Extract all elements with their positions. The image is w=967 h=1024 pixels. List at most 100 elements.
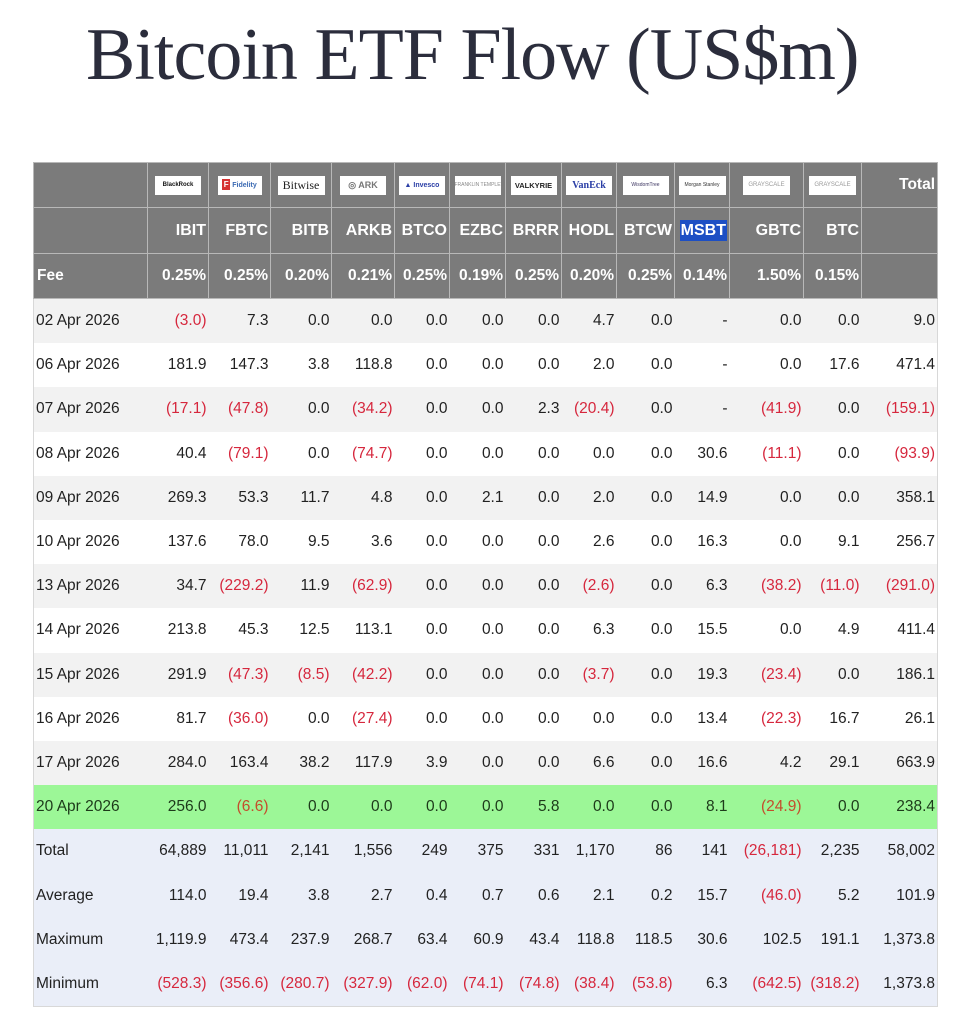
fee-ezbc: 0.19% — [449, 253, 506, 299]
invesco-logo-icon: ▲ Invesco — [399, 175, 445, 195]
flow-gbtc: (38.2) — [729, 564, 804, 609]
issuer-logo-valkyrie: VALKYRIE — [505, 162, 562, 208]
flow-bitb: 0.0 — [270, 696, 332, 741]
flow-gbtc: 0.0 — [729, 608, 804, 653]
flow-hodl: (20.4) — [561, 387, 617, 432]
issuer-logo-invesco: ▲ Invesco — [394, 162, 450, 208]
fee-fbtc: 0.25% — [208, 253, 271, 299]
flow-arkb: 0.0 — [331, 298, 395, 344]
flow-msbt: 8.1 — [674, 785, 730, 830]
flow-hodl: 4.7 — [561, 298, 617, 344]
flow-btco: 0.0 — [394, 387, 450, 432]
table-row: 17 Apr 2026 284.0 163.4 38.2 117.9 3.9 0.0 0.0 6… — [33, 740, 938, 786]
fee-total-blank — [861, 253, 938, 299]
flow-ibit: 81.7 — [147, 696, 209, 741]
flow-bitb: 9.5 — [270, 519, 332, 565]
flow-btco: 0.0 — [394, 564, 450, 609]
fee-msbt: 0.14% — [674, 253, 730, 299]
flow-btco: 0.0 — [394, 652, 450, 697]
flow-msbt: 15.5 — [674, 608, 730, 653]
flow-fbtc: 7.3 — [208, 298, 271, 344]
summary-btc: 191.1 — [803, 917, 862, 962]
summary-gbtc: 102.5 — [729, 917, 804, 962]
fee-arkb: 0.21% — [331, 253, 395, 299]
issuer-logo-grayscale-gbtc: GRAYSCALE — [729, 162, 804, 208]
summary-arkb: 268.7 — [331, 917, 395, 962]
summary-msbt: 30.6 — [674, 917, 730, 962]
ticker-label: EZBC — [459, 221, 503, 239]
summary-brrr: 43.4 — [505, 917, 562, 962]
fee-row: Fee 0.25% 0.25% 0.20% 0.21% 0.25% 0.19% 0.25% 0… — [33, 253, 938, 299]
flow-hodl: 0.0 — [561, 696, 617, 741]
flow-btco: 0.0 — [394, 343, 450, 388]
summary-arkb: 2.7 — [331, 873, 395, 918]
row-date: 02 Apr 2026 — [33, 298, 148, 344]
flow-msbt: 30.6 — [674, 431, 730, 476]
issuer-logo-vaneck: VanEck — [561, 162, 617, 208]
summary-fbtc: 11,011 — [208, 829, 271, 874]
row-total: 26.1 — [861, 696, 938, 741]
flow-hodl: 6.6 — [561, 740, 617, 786]
flow-brrr: 0.0 — [505, 343, 562, 388]
flow-fbtc: (47.8) — [208, 387, 271, 432]
ticker-corner — [33, 207, 148, 254]
row-date: 09 Apr 2026 — [33, 475, 148, 520]
flow-btcw: 0.0 — [616, 298, 675, 344]
flow-ibit: (3.0) — [147, 298, 209, 344]
flow-arkb: (34.2) — [331, 387, 395, 432]
summary-btcw: (53.8) — [616, 961, 675, 1007]
flow-gbtc: 0.0 — [729, 519, 804, 565]
issuer-logo-ark: ◎ ARK — [331, 162, 395, 208]
flow-btco: 0.0 — [394, 475, 450, 520]
row-total: (159.1) — [861, 387, 938, 432]
table-row: 14 Apr 2026 213.8 45.3 12.5 113.1 0.0 0.0 0.0 6.… — [33, 608, 938, 653]
summary-bitb: (280.7) — [270, 961, 332, 1007]
total-header: Total — [861, 162, 938, 208]
row-date: 13 Apr 2026 — [33, 564, 148, 609]
row-total: 186.1 — [861, 652, 938, 697]
summary-btco: 249 — [394, 829, 450, 874]
summary-btcw: 0.2 — [616, 873, 675, 918]
flow-ezbc: 0.0 — [449, 740, 506, 786]
summary-label: Minimum — [33, 961, 148, 1007]
flow-hodl: (2.6) — [561, 564, 617, 609]
ticker-label: BTCW — [624, 221, 672, 239]
table-row: 07 Apr 2026 (17.1) (47.8) 0.0 (34.2) 0.0 0.0 2.… — [33, 387, 938, 432]
flow-ibit: 40.4 — [147, 431, 209, 476]
flow-msbt: 6.3 — [674, 564, 730, 609]
ticker-hodl: HODL — [561, 207, 617, 254]
flow-bitb: 0.0 — [270, 431, 332, 476]
table-row: 16 Apr 2026 81.7 (36.0) 0.0 (27.4) 0.0 0.0 0.0 0… — [33, 696, 938, 741]
flow-ibit: 137.6 — [147, 519, 209, 565]
ticker-fbtc: FBTC — [208, 207, 271, 254]
flow-brrr: 0.0 — [505, 740, 562, 786]
summary-gbtc: (46.0) — [729, 873, 804, 918]
summary-btco: (62.0) — [394, 961, 450, 1007]
row-date: 20 Apr 2026 — [33, 785, 148, 830]
summary-btco: 0.4 — [394, 873, 450, 918]
ticker-arkb: ARKB — [331, 207, 395, 254]
row-total: 471.4 — [861, 343, 938, 388]
flow-btco: 0.0 — [394, 696, 450, 741]
ticker-ezbc: EZBC — [449, 207, 506, 254]
summary-ibit: 114.0 — [147, 873, 209, 918]
flow-btcw: 0.0 — [616, 343, 675, 388]
row-date: 07 Apr 2026 — [33, 387, 148, 432]
ticker-label: MSBT — [679, 219, 727, 241]
wisdomtree-logo-icon: WisdomTree — [622, 175, 669, 195]
flow-fbtc: (229.2) — [208, 564, 271, 609]
flow-gbtc: 0.0 — [729, 298, 804, 344]
flow-fbtc: (6.6) — [208, 785, 271, 830]
flow-fbtc: 163.4 — [208, 740, 271, 786]
flow-ibit: 181.9 — [147, 343, 209, 388]
summary-label: Total — [33, 829, 148, 874]
flow-ibit: (17.1) — [147, 387, 209, 432]
row-total: 238.4 — [861, 785, 938, 830]
summary-btc: 2,235 — [803, 829, 862, 874]
grayscale-logo-icon: GRAYSCALE — [743, 175, 790, 195]
row-date: 15 Apr 2026 — [33, 652, 148, 697]
flow-ibit: 213.8 — [147, 608, 209, 653]
flow-btcw: 0.0 — [616, 740, 675, 786]
summary-ezbc: 0.7 — [449, 873, 506, 918]
summary-fbtc: (356.6) — [208, 961, 271, 1007]
